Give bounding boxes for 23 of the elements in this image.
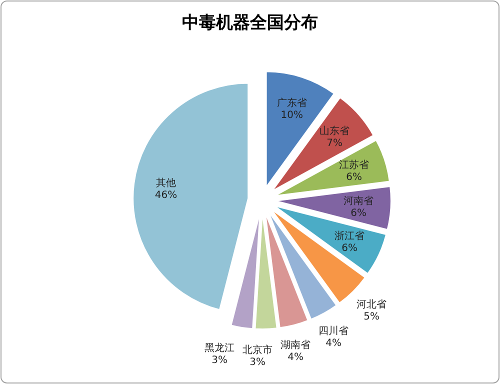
slice-label: 北京市	[242, 344, 273, 356]
slice-label: 河北省	[356, 298, 387, 311]
data-label: 10%	[280, 110, 304, 121]
data-label: 3%	[250, 356, 266, 368]
slice-label: 江苏省	[339, 159, 370, 172]
chart-title: 中毒机器全国分布	[182, 13, 318, 33]
data-label: 6%	[346, 172, 362, 184]
data-label: 7%	[326, 138, 343, 149]
data-label: 6%	[342, 243, 358, 254]
data-label: 6%	[350, 208, 367, 220]
slice-label: 广东省	[276, 96, 307, 109]
data-label: 4%	[288, 352, 304, 364]
slice-label: 山东省	[320, 124, 350, 137]
slice-label: 河南省	[344, 195, 374, 208]
slice-label: 四川省	[318, 324, 349, 337]
data-label: 3%	[212, 355, 228, 366]
data-label: 46%	[154, 190, 178, 201]
slice-label: 浙江省	[334, 230, 365, 242]
slice-label: 其他	[156, 176, 176, 189]
slice-label: 黑龙江	[204, 342, 235, 354]
data-label: 5%	[364, 312, 380, 323]
slice-label: 湖南省	[280, 339, 311, 352]
data-label: 4%	[326, 338, 342, 349]
